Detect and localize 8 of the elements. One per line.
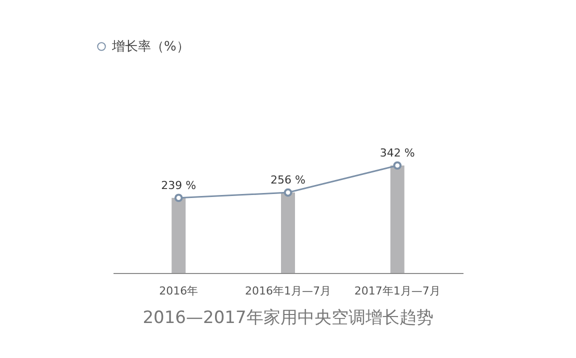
data-label: 239 % xyxy=(161,178,196,192)
data-label: 342 % xyxy=(380,146,415,160)
text: 2016—2017年家用中央空调增长趋势 xyxy=(142,308,434,328)
x-tick-label: 2016年 xyxy=(159,284,198,298)
x-tick-label: 2016年1月—7月 xyxy=(245,284,331,298)
legend-label: 增长率（%） xyxy=(111,38,190,54)
data-label: 256 % xyxy=(270,174,306,187)
x-tick-label: 2017年1月—7月 xyxy=(354,284,440,298)
